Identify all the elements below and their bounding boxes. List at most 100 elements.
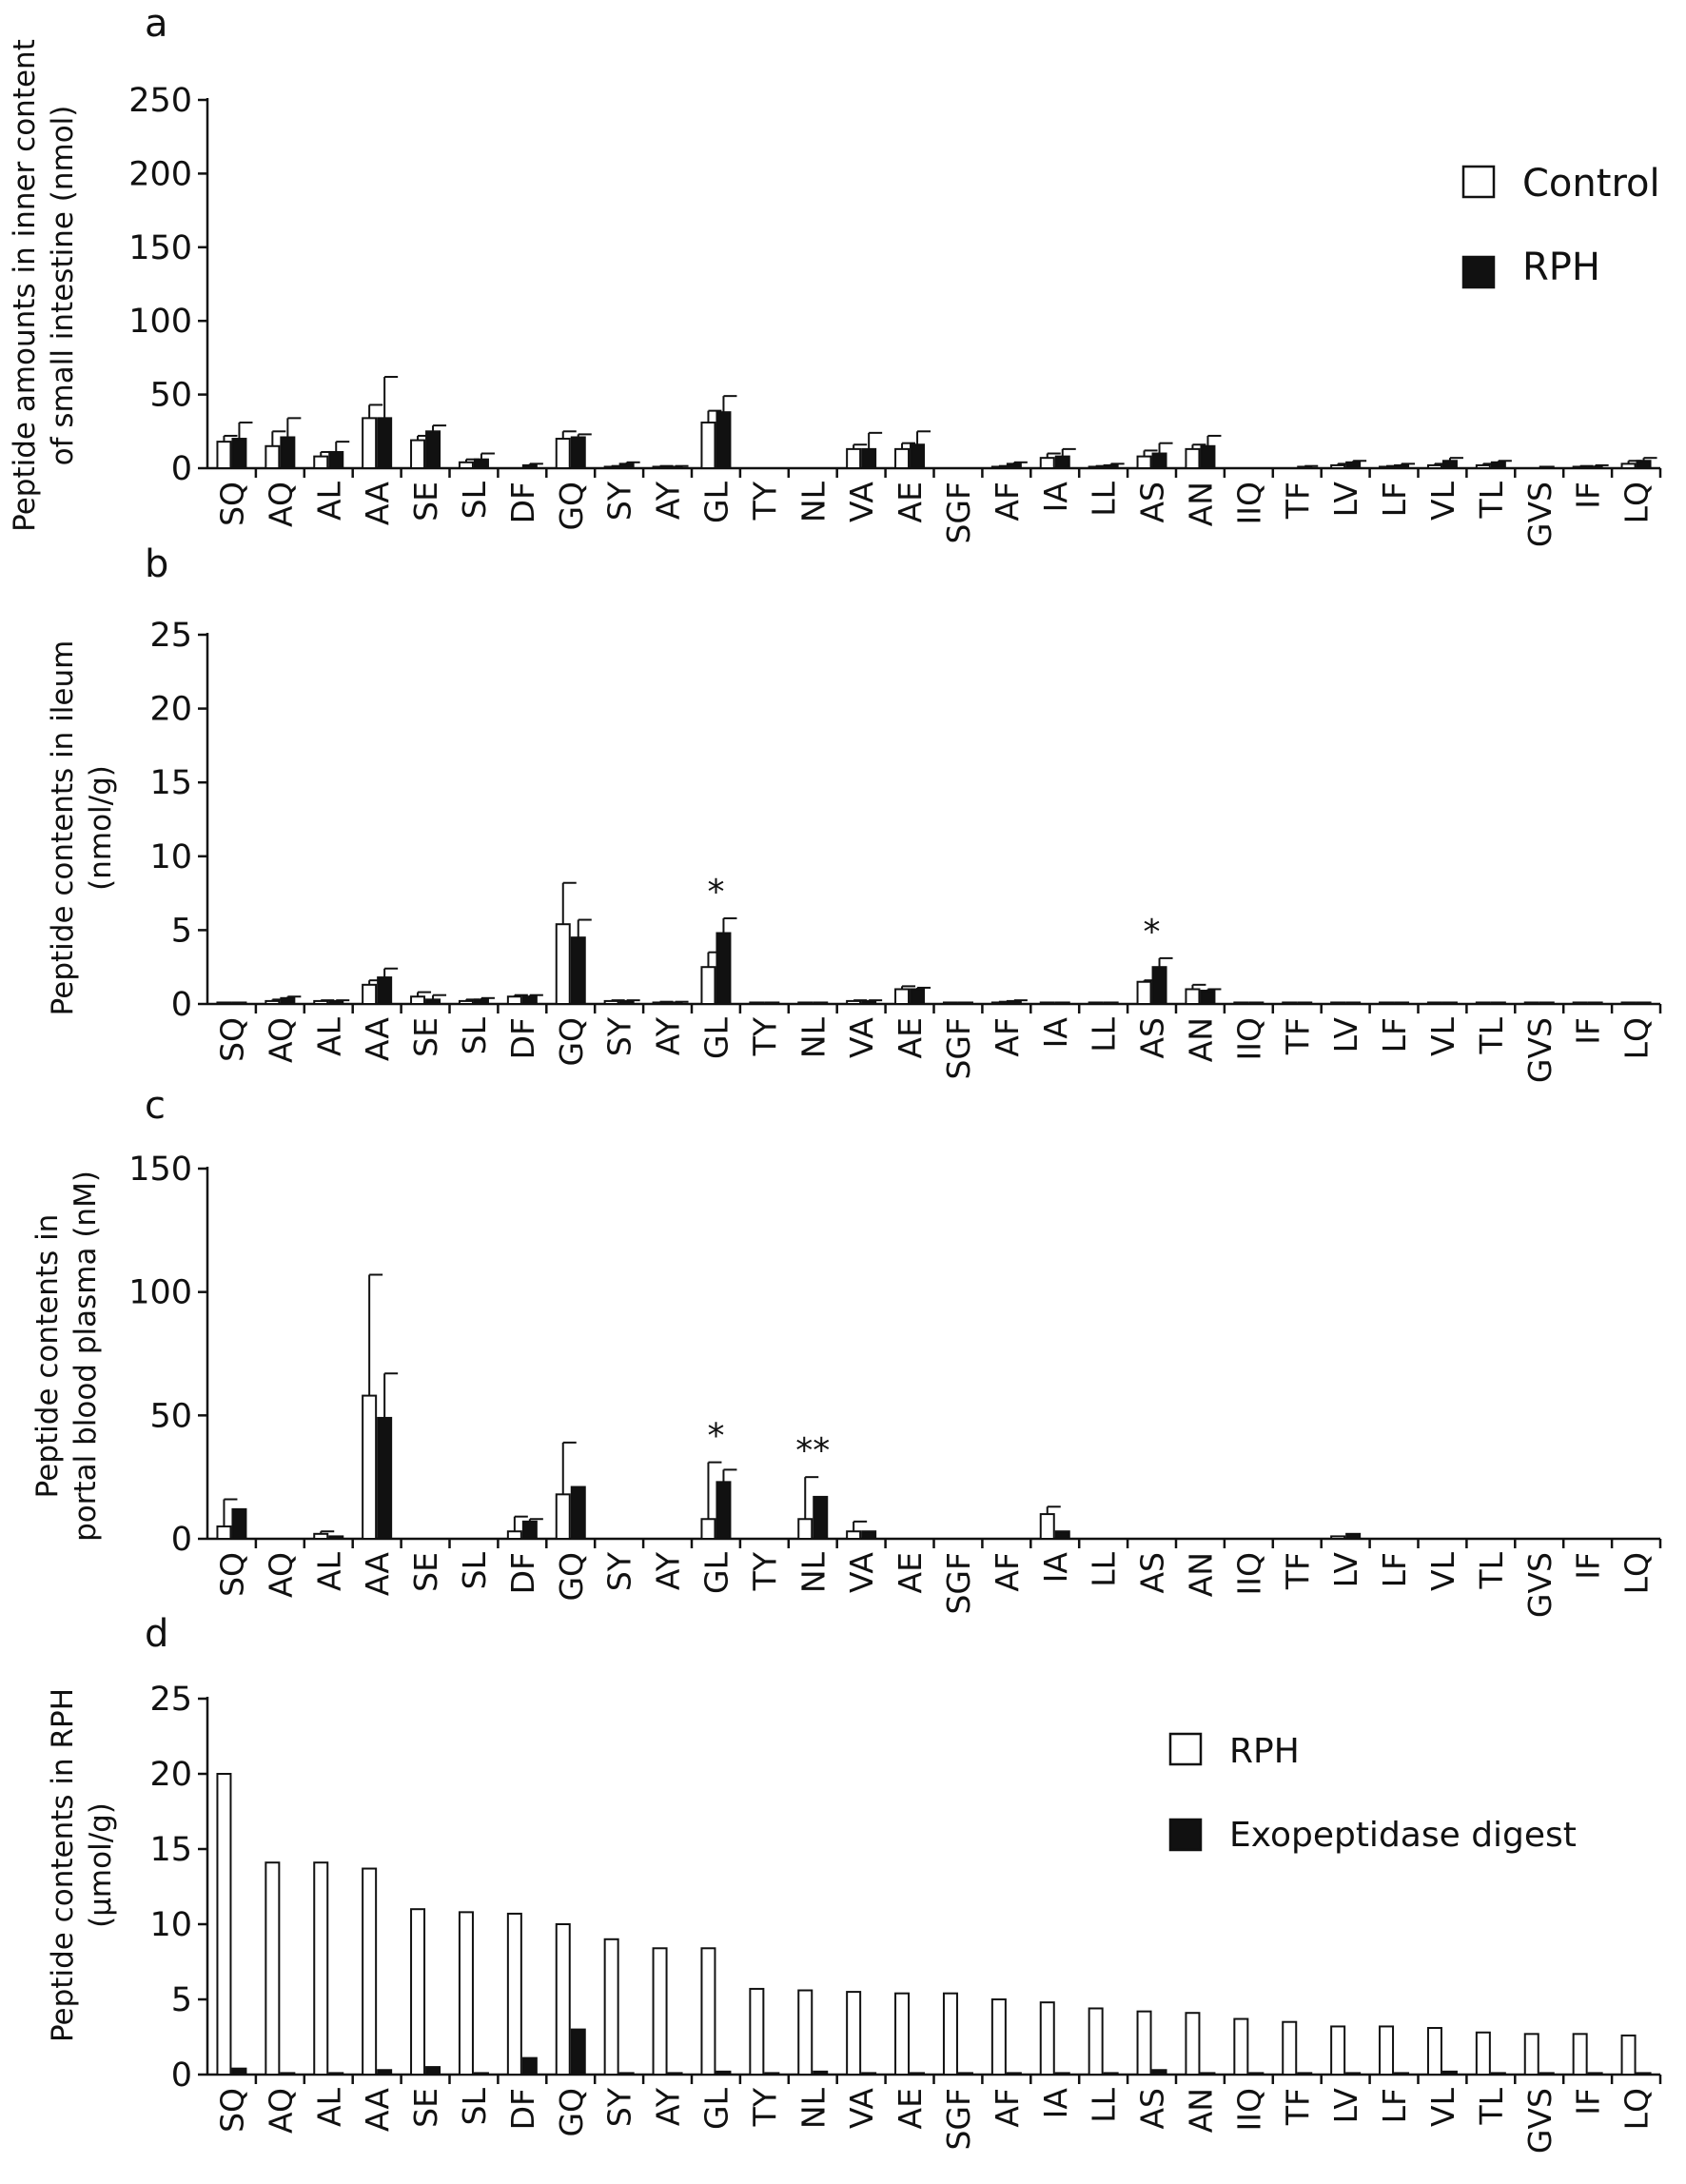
panel-d-category-label: TF xyxy=(1279,2088,1316,2126)
panel-d-category-label: SE xyxy=(407,2088,444,2128)
panel-b-bar-s1 xyxy=(1475,1001,1491,1005)
panel-c-category-label: IA xyxy=(1037,1552,1074,1584)
panel-d-bar-s1 xyxy=(1620,2034,1637,2076)
panel-a-bar-s2 xyxy=(328,450,344,469)
panel-b-ytick-label: 10 xyxy=(149,838,192,876)
panel-d-ytick-label: 5 xyxy=(171,1981,192,2019)
panel-a-category-label: DF xyxy=(504,482,541,523)
panel-d-category-label: DF xyxy=(504,2088,541,2130)
panel-b-bar-s2 xyxy=(1490,1001,1506,1005)
panel-d-category-label: SY xyxy=(601,2087,638,2127)
panel-c-ytick-label: 50 xyxy=(149,1397,192,1435)
panel-c-bar-s1 xyxy=(1330,1535,1346,1540)
panel-c-category-label: IIQ xyxy=(1230,1552,1267,1595)
panel-c-category-label: LF xyxy=(1376,1552,1413,1587)
panel-b-ylabel-line1: Peptide contents in ileum xyxy=(46,640,80,1016)
panel-a-category-label: NL xyxy=(794,481,832,522)
panel-a-bar-s2 xyxy=(618,462,635,469)
panel-b-significance-mark: * xyxy=(707,873,724,912)
panel-b-category-label: LF xyxy=(1376,1017,1413,1053)
panel-a-bar-s2 xyxy=(231,438,247,470)
panel-b-bar-s1 xyxy=(410,995,426,1005)
panel-a-bar-s2 xyxy=(1200,444,1216,469)
panel-b-bar-s1 xyxy=(1039,1001,1055,1005)
panel-d-bar-s2 xyxy=(1345,2072,1362,2076)
panel-b-significance-mark: * xyxy=(1144,913,1161,952)
panel-a-bar-s2 xyxy=(1151,452,1167,469)
panel-a-category-label: IF xyxy=(1570,482,1607,509)
panel-a-category-label: GL xyxy=(697,481,735,523)
panel-d-bar-s1 xyxy=(652,1947,668,2076)
panel-c-category-label: AS xyxy=(1134,1552,1171,1594)
legend-d-swatch-rph xyxy=(1168,1732,1203,1766)
panel-d-bar-s1 xyxy=(797,1989,814,2076)
panel-b-bar-s1 xyxy=(1426,1001,1442,1005)
panel-b-bar-s1 xyxy=(894,988,911,1005)
panel-b-bar-s1 xyxy=(216,1001,232,1005)
panel-a-ylabel-line1: Peptide amounts in inner content xyxy=(8,39,42,532)
panel-d-bar-s1 xyxy=(1136,2010,1152,2076)
panel-c-bar-s1 xyxy=(216,1525,232,1540)
panel-d-category-label: LF xyxy=(1376,2088,1413,2123)
panel-a-bar-s2 xyxy=(861,447,877,470)
panel-d-bar-s2 xyxy=(1394,2072,1410,2076)
panel-b-category-label: AF xyxy=(989,1017,1026,1057)
panel-c: c Peptide contents in portal blood plasm… xyxy=(30,1084,1662,1618)
legend-a-swatch-control xyxy=(1461,165,1496,199)
panel-d-category-label: AL xyxy=(310,2087,347,2127)
panel-b-category-label: IIQ xyxy=(1230,1017,1267,1060)
panel-a-bar-s1 xyxy=(1330,463,1346,469)
panel-c-bar-s1 xyxy=(313,1532,329,1541)
panel-d-bar-s2 xyxy=(231,2067,247,2076)
panel-c-significance-mark: ** xyxy=(795,1431,830,1470)
panel-b-bar-s1 xyxy=(1572,1001,1588,1005)
panel-b-bar-s1 xyxy=(506,995,522,1005)
panel-d-bar-s2 xyxy=(1490,2072,1506,2076)
panel-d-category-label: TL xyxy=(1473,2087,1510,2125)
panel-b-bar-s2 xyxy=(910,988,926,1005)
panel-d-bar-s2 xyxy=(1636,2072,1652,2076)
panel-d-ytick-label: 25 xyxy=(149,1681,192,1719)
panel-a-bar-s1 xyxy=(265,444,281,469)
panel-a-bar-s1 xyxy=(216,441,232,469)
panel-c-bar-s1 xyxy=(1039,1513,1055,1540)
panel-a-ytick-label: 0 xyxy=(171,450,192,488)
panel-d-bar-s1 xyxy=(990,1998,1007,2076)
panel-d-category-label: IF xyxy=(1570,2088,1607,2115)
panel-b-category-label: GL xyxy=(697,1016,735,1059)
panel-a-bar-s1 xyxy=(1426,463,1442,469)
panel-c-bar-s1 xyxy=(362,1394,378,1540)
panel-c-category-label: SL xyxy=(456,1551,493,1589)
panel-d-ytick-label: 20 xyxy=(149,1756,192,1794)
panel-d-bar-s1 xyxy=(942,1992,958,2076)
panel-a-category-label: LF xyxy=(1376,482,1413,517)
panel-a-bar-s1 xyxy=(1572,465,1588,469)
panel-b-category-label: GVS xyxy=(1521,1017,1559,1083)
panel-b-bar-s2 xyxy=(861,999,877,1005)
panel-d-category-label: AA xyxy=(359,2088,396,2132)
panel-a-bar-s2 xyxy=(1441,460,1458,470)
panel-c-bar-s2 xyxy=(1054,1530,1070,1540)
panel-letter-d: d xyxy=(145,1612,168,1656)
panel-b-bar-s2 xyxy=(1587,1001,1603,1005)
panel-d-category-label: SL xyxy=(456,2087,493,2125)
legend-d-label-exopeptidase: Exopeptidase digest xyxy=(1229,1816,1577,1855)
panel-b-bar-s2 xyxy=(716,932,732,1006)
legend-a-label-rph: RPH xyxy=(1522,246,1600,289)
panel-c-bar-s1 xyxy=(700,1518,716,1540)
panel-a-bar-s1 xyxy=(1475,463,1491,469)
panel-c-bar-s2 xyxy=(861,1530,877,1540)
panel-d: d Peptide contents in RPH (μmol/g) 0 5 10 1… xyxy=(46,1612,1662,2154)
panel-b-category-label: TF xyxy=(1279,1017,1316,1055)
panel-a-bar-s2 xyxy=(1006,462,1022,469)
panel-b-bar-s2 xyxy=(521,995,538,1005)
panel-d-bar-s1 xyxy=(1282,2020,1298,2076)
panel-b-bar-s1 xyxy=(362,983,378,1005)
panel-b-bar-s1 xyxy=(1233,1001,1249,1005)
panel-b-plot: 0 5 10 15 20 25 SQ AQ AL AA SE SL DF GQ SY AY GL TY NL VA AE… xyxy=(149,617,1662,1083)
panel-b-bar-s2 xyxy=(667,1001,683,1005)
panel-a-bar-s1 xyxy=(1088,465,1104,469)
panel-b-category-label: SY xyxy=(601,1016,638,1056)
panel-d-bar-s2 xyxy=(473,2072,489,2076)
panel-b-bar-s1 xyxy=(797,1001,814,1005)
